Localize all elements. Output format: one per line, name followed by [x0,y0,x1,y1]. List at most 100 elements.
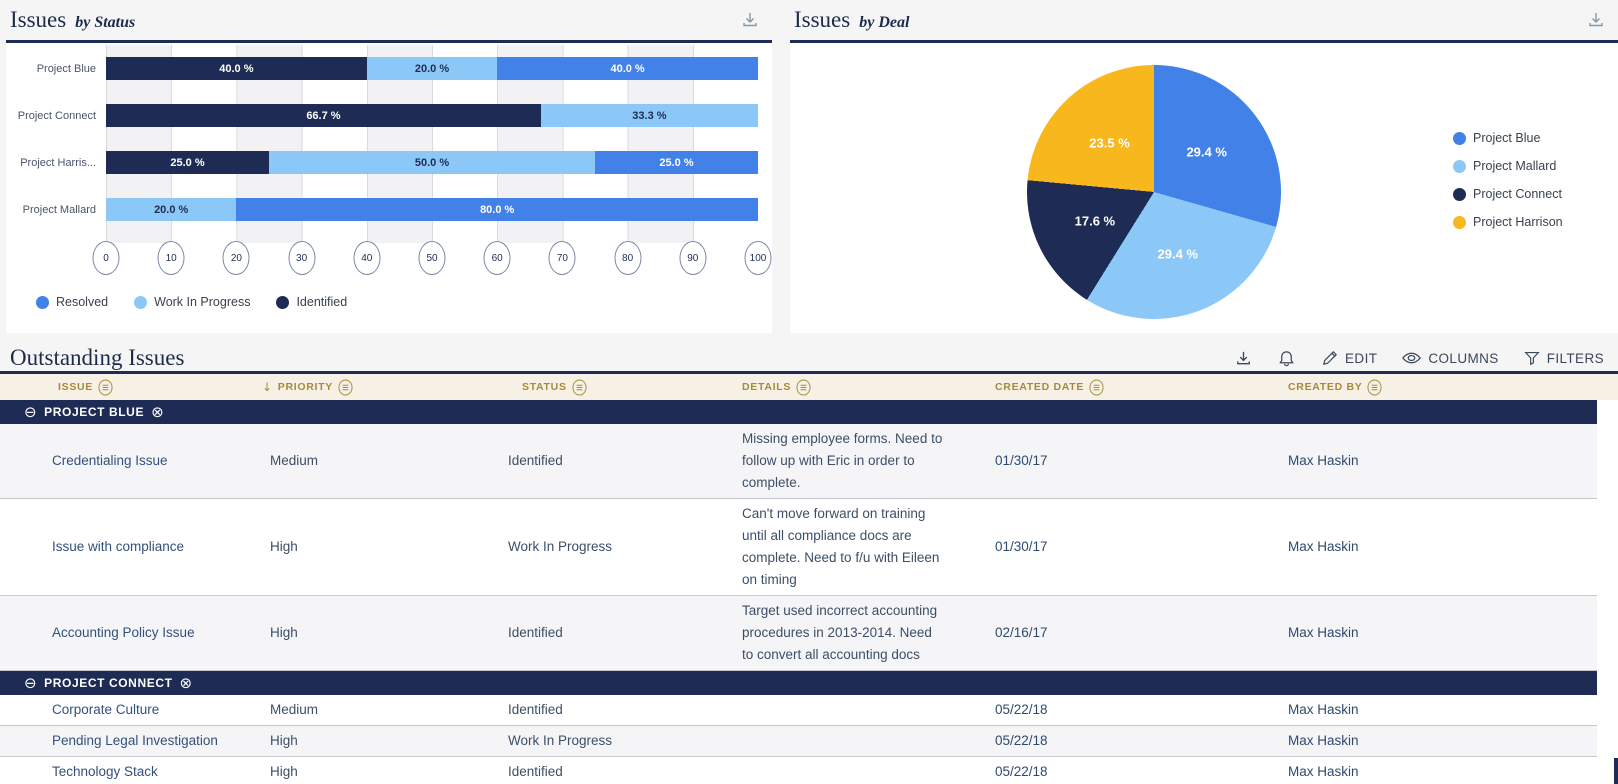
bar-segment-resolved[interactable]: 40.0 % [497,57,758,80]
remove-group-icon[interactable]: ⊗ [151,402,165,421]
bar-segment-work-in-progress[interactable]: 50.0 % [269,151,595,174]
legend-swatch [1453,131,1466,145]
table-row[interactable]: Accounting Policy Issue High Identified Tar… [0,596,1597,671]
x-axis-tick: 70 [548,241,576,275]
legend-item-project-mallard: Project Mallard [1453,159,1563,173]
x-axis-tick: 0 [92,241,120,275]
cell-c1[interactable]: Credentialing Issue [52,453,168,468]
bar-segment-work-in-progress[interactable]: 33.3 % [540,104,758,127]
bar-segment-identified[interactable]: 40.0 % [106,57,367,80]
x-axis-tick: 90 [679,241,707,275]
status-subtitle-text: by Status [75,14,136,31]
legend-label: Resolved [56,295,109,309]
cell-c5: 05/22/18 [995,733,1048,748]
legend-item-identified: Identified [276,295,347,309]
vertical-scrollbar-thumb[interactable] [1614,758,1618,784]
download-icon[interactable] [1234,349,1253,368]
cell-c2: High [270,764,298,779]
bar-category-label: Project Blue [6,45,106,92]
pie-legend: Project Blue Project Mallard Project Conne… [1453,131,1563,229]
bar-track: 20.0 % 80.0 % [106,198,758,221]
cell-c3: Identified [508,764,563,779]
sort-desc-icon: ↓ [262,380,273,394]
cell-c6: Max Haskin [1288,764,1359,779]
table-row[interactable]: Credentialing Issue Medium Identified Missi… [0,424,1597,499]
column-header-details[interactable]: DETAILS [702,379,955,396]
bar-track: 25.0 % 50.0 % 25.0 % [106,151,758,174]
legend-item-project-harrison: Project Harrison [1453,215,1563,229]
bar-segment-identified[interactable]: 66.7 % [106,104,541,127]
cell-c1[interactable]: Accounting Policy Issue [52,625,195,640]
cell-c3: Identified [508,453,563,468]
table-row[interactable]: Corporate Culture Medium Identified 05/22/1… [0,695,1597,726]
legend-item-resolved: Resolved [36,295,108,309]
cell-c5: 01/30/17 [995,539,1048,554]
pie-slice-label-project-connect: 17.6 % [1074,213,1116,229]
legend-label: Project Mallard [1473,159,1557,173]
bell-icon[interactable] [1277,349,1296,368]
table-header-row: ISSUE ↓ PRIORITY STATUS DETAILS CR [0,374,1618,400]
group-header-project-connect[interactable]: ⊖ PROJECT CONNECT ⊗ [0,671,1597,695]
columns-button[interactable]: COLUMNS [1401,350,1498,366]
column-header-status[interactable]: STATUS [470,379,702,396]
bar-row-project-blue: Project Blue 40.0 % 20.0 % 40.0 % [6,45,772,92]
cell-c1[interactable]: Technology Stack [52,764,158,779]
group-header-project-blue[interactable]: ⊖ PROJECT BLUE ⊗ [0,400,1597,424]
status-chart-body: Project Blue 40.0 % 20.0 % 40.0 % Project Co… [6,40,772,333]
cell-c1[interactable]: Pending Legal Investigation [52,733,218,748]
filters-button[interactable]: FILTERS [1523,349,1604,367]
cell-c6: Max Haskin [1288,733,1359,748]
column-menu-icon [1089,379,1104,395]
bar-segment-resolved[interactable]: 80.0 % [236,198,758,221]
cell-c3: Identified [508,625,563,640]
cell-c2: High [270,625,298,640]
deal-card-title: Issues by Deal [794,6,909,34]
status-card-title: Issues by Status [10,6,135,34]
legend-label: Work In Progress [154,295,251,309]
cell-c4 [702,737,955,745]
bar-segment-work-in-progress[interactable]: 20.0 % [106,198,237,221]
download-icon[interactable] [740,10,760,30]
eye-icon [1402,352,1422,364]
bar-segment-work-in-progress[interactable]: 20.0 % [366,57,498,80]
cell-c4 [702,706,955,714]
column-header-created-by[interactable]: CREATED BY [1248,379,1618,396]
bar-segment-identified[interactable]: 25.0 % [106,151,269,174]
cell-c4 [702,768,955,776]
edit-button[interactable]: EDIT [1320,349,1377,368]
deal-chart-body: 29.4 % 29.4 % 17.6 % 23.5 % Project Blue Pro… [790,40,1618,333]
bar-category-label: Project Harris... [6,139,106,186]
column-menu-icon [338,379,353,395]
column-menu-icon [572,379,587,395]
edit-label: EDIT [1345,350,1378,366]
table-row[interactable]: Issue with compliance High Work In Progres… [0,499,1597,596]
cell-c4: Can't move forward on training until all… [742,506,940,587]
legend-swatch [1453,215,1466,229]
column-header-created-date[interactable]: CREATED DATE [955,379,1248,396]
status-title-text: Issues [10,7,67,32]
remove-group-icon[interactable]: ⊗ [179,673,193,692]
table-row[interactable]: Technology Stack High Identified 05/22/18 Ma… [0,757,1597,784]
deal-subtitle-text: by Deal [859,14,910,31]
cell-c1[interactable]: Issue with compliance [52,539,185,554]
x-axis-tick: 10 [157,241,185,275]
table-row[interactable]: Pending Legal Investigation High Work In P… [0,726,1597,757]
cell-c1[interactable]: Corporate Culture [52,702,160,717]
bar-row-project-harris-: Project Harris... 25.0 % 50.0 % 25.0 % [6,139,772,186]
pie-slice-label-project-harrison: 23.5 % [1089,135,1130,151]
status-bar-chart: Project Blue 40.0 % 20.0 % 40.0 % Project Co… [6,43,772,233]
x-axis-tick: 100 [744,241,772,275]
cell-c5: 02/16/17 [995,625,1048,640]
cell-c2: High [270,539,298,554]
collapse-group-icon[interactable]: ⊖ [24,402,38,421]
bar-segment-resolved[interactable]: 25.0 % [595,151,758,174]
column-header-issue[interactable]: ISSUE [0,379,232,396]
download-icon[interactable] [1586,10,1606,30]
issues-by-deal-card: Issues by Deal 29.4 % 29.4 % 17.6 % 23.5 % P… [790,0,1618,333]
issues-table: ISSUE ↓ PRIORITY STATUS DETAILS CR [0,371,1618,784]
legend-swatch [276,295,290,309]
bar-category-label: Project Mallard [6,186,106,233]
collapse-group-icon[interactable]: ⊖ [24,673,38,692]
legend-label: Project Harrison [1473,215,1563,229]
column-header-priority[interactable]: ↓ PRIORITY [232,379,470,396]
